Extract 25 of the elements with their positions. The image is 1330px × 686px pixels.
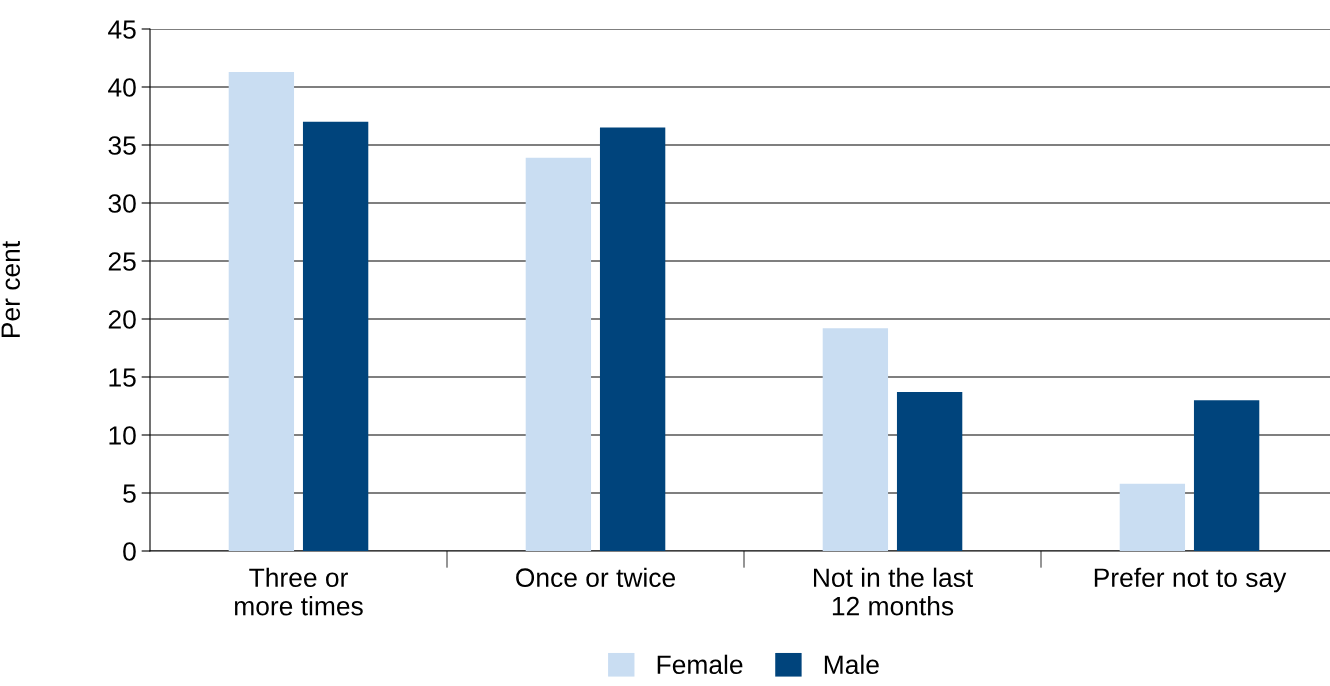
bar bbox=[822, 328, 889, 551]
y-axis-title: Per cent bbox=[1, 241, 21, 337]
bar bbox=[525, 157, 592, 551]
y-tick-label: 25 bbox=[108, 252, 136, 271]
legend-label: Female bbox=[657, 654, 743, 675]
y-tick-label: 30 bbox=[108, 194, 136, 213]
y-tick-label: 10 bbox=[109, 426, 136, 445]
y-tick-label: 5 bbox=[123, 484, 136, 503]
bar bbox=[302, 121, 369, 551]
x-tick-label: Three or more times bbox=[235, 567, 363, 616]
y-tick-label: 40 bbox=[108, 78, 136, 97]
y-tick-label: 35 bbox=[108, 136, 136, 155]
y-tick-label: 0 bbox=[123, 542, 136, 561]
legend-label: Male bbox=[824, 654, 879, 675]
bar bbox=[1193, 400, 1260, 551]
y-tick-label: 20 bbox=[108, 310, 136, 329]
x-tick-label: Once or twice bbox=[516, 567, 675, 588]
x-tick-label: Prefer not to say bbox=[1094, 567, 1287, 593]
bar bbox=[228, 71, 295, 551]
bar bbox=[896, 392, 963, 551]
bar bbox=[599, 127, 666, 551]
x-tick-label: Not in the last 12 months bbox=[814, 567, 973, 616]
y-tick-label: 45 bbox=[108, 20, 136, 39]
bar bbox=[1119, 483, 1186, 551]
y-tick-label: 15 bbox=[109, 368, 136, 387]
